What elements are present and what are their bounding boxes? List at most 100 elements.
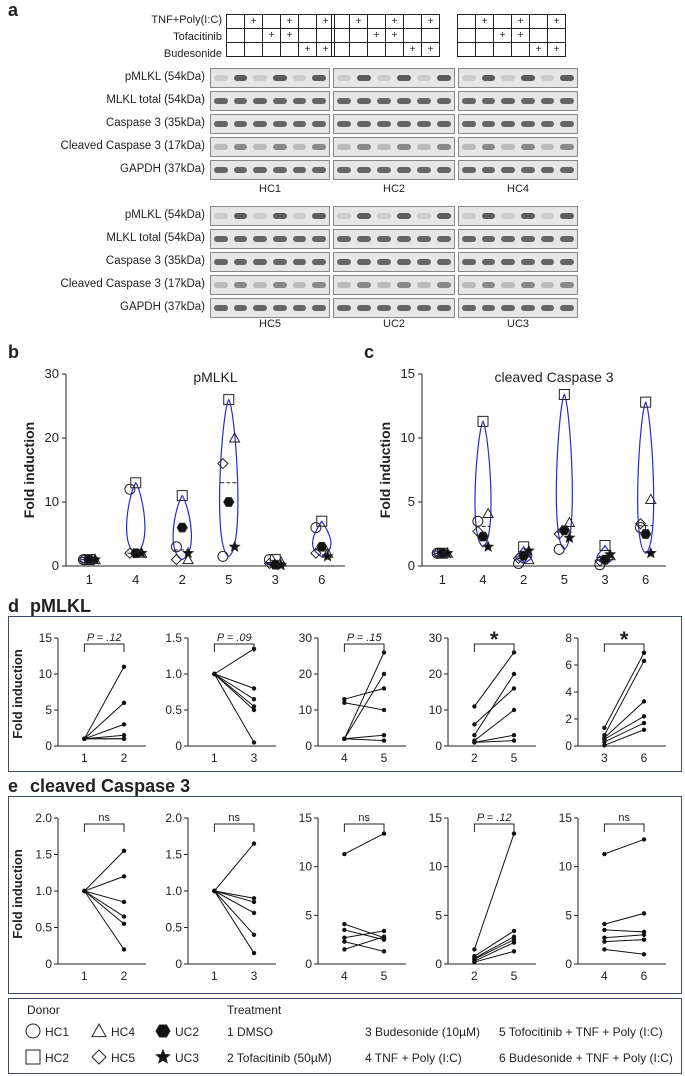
blot-band [521, 282, 535, 289]
y-tick-label: 1.5 [35, 848, 52, 862]
pair-point [381, 928, 387, 934]
data-point-square [25, 1049, 41, 1065]
pair-point [641, 837, 647, 842]
paired-chart-d3: 0 10 20 30 4 5 P = .15 [299, 631, 406, 765]
treatment-cell: + [349, 14, 368, 29]
treatment-cell: + [511, 28, 530, 43]
treatment-cell [493, 14, 512, 29]
x-tick-label: 4 [341, 969, 348, 983]
data-point-circle [170, 541, 182, 553]
blot-band [481, 75, 496, 82]
y-tick-label: 1.0 [165, 884, 182, 898]
blot-band [462, 305, 476, 312]
y-tick-label: 15 [299, 811, 313, 825]
blot-band [437, 167, 451, 174]
pair-line [214, 843, 255, 892]
x-tick-label: 1 [81, 969, 88, 983]
blot-band [233, 98, 248, 105]
pair-line [344, 930, 385, 939]
pair-point [381, 934, 387, 939]
pair-line [84, 890, 125, 917]
blot-band [481, 98, 496, 105]
pair-point [602, 851, 607, 857]
treatment-cell [547, 28, 566, 43]
blot-band [214, 144, 228, 151]
violin-group [512, 541, 535, 569]
pair-point [381, 707, 387, 713]
data-point-circle [217, 550, 229, 562]
blot-band [377, 144, 391, 151]
significance-label: * [620, 627, 629, 652]
violin-group [553, 388, 576, 555]
data-point-square [223, 394, 235, 406]
blot-band [521, 259, 535, 266]
blot-band [560, 144, 574, 151]
blot-band [337, 282, 351, 289]
violin-group [472, 415, 495, 552]
blot-band [233, 121, 248, 128]
blot-band [481, 305, 496, 312]
treatment-cell [349, 42, 368, 57]
blot-strip [458, 298, 578, 318]
y-tick-label: 10 [45, 494, 59, 509]
blot-band [377, 259, 391, 266]
blot-band [292, 144, 307, 151]
blot-label: pMLKL (54kDa) [124, 71, 205, 83]
blot-band [273, 259, 287, 266]
pair-line [344, 738, 385, 742]
legend-treatment-2: 2 Tofacitinib (50µM) [227, 1051, 332, 1065]
treatment-cell [529, 28, 548, 43]
significance-bracket [473, 823, 515, 832]
blot-band [214, 282, 228, 289]
significance-bracket [213, 823, 255, 832]
y-tick-label: 0.5 [165, 703, 182, 717]
blot-strip [210, 298, 330, 318]
blot-band [397, 121, 411, 128]
y-tick-label: 4 [565, 685, 572, 699]
treatment-cell [331, 14, 350, 29]
blot-band [501, 282, 515, 289]
donor-label: HC2 [383, 183, 406, 195]
data-point-circle [25, 1023, 41, 1039]
y-tick-label: 0 [45, 957, 52, 971]
blot-band [214, 213, 228, 220]
blot-strip [458, 252, 578, 272]
data-point-square [640, 396, 652, 408]
pair-line [473, 833, 515, 950]
data-point-square [477, 415, 489, 427]
pair-point [121, 899, 127, 905]
blot-strip [458, 275, 578, 295]
treatment-cell: + [547, 14, 566, 29]
treatment-table-2: + + + + + + + [331, 14, 440, 57]
pair-line [214, 890, 255, 899]
treatment-table-1: + + + + + + + [226, 14, 335, 57]
blot-band [337, 259, 351, 266]
legend-symbols [25, 1022, 171, 1065]
blot-band [540, 213, 555, 220]
x-tick-label: 6 [641, 969, 648, 983]
pair-line [84, 723, 125, 740]
blot-band [437, 259, 451, 266]
blot-strip [458, 206, 578, 226]
pair-line [214, 890, 255, 914]
pair-point [511, 650, 517, 655]
blot-band [462, 98, 476, 105]
treatment-cell [403, 28, 422, 43]
blot-band [521, 236, 535, 243]
blot-band [214, 98, 228, 105]
blot-band [292, 98, 307, 105]
blot-band [501, 236, 515, 243]
x-tick-label: 1 [439, 572, 446, 587]
pair-point [602, 927, 607, 933]
blot-band [253, 98, 267, 105]
violin-group [310, 515, 334, 562]
blot-band [292, 167, 307, 174]
x-tick-label: 3 [251, 751, 258, 765]
legend: Donor HC1 HC4 UC2 HC2 HC5 UC3 Treatment … [8, 998, 682, 1074]
legend-treatment-1: 1 DMSO [227, 1025, 274, 1039]
blot-band [437, 75, 451, 82]
data-point-circle [124, 483, 136, 495]
pair-line [84, 890, 125, 903]
pair-line [214, 673, 255, 689]
blot-band [462, 236, 476, 243]
